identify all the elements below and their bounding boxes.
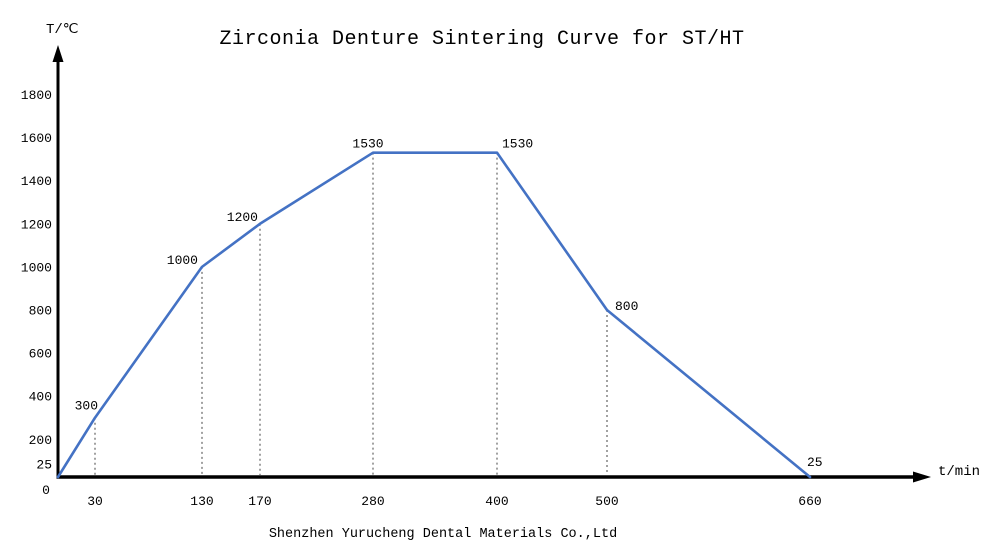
y-axis-arrow-icon (52, 45, 64, 62)
y-tick-label-25: 25 (36, 458, 52, 473)
x-tick-label-30: 30 (87, 494, 103, 509)
point-label-500: 800 (615, 299, 638, 314)
sintering-curve-line (56, 151, 812, 479)
point-label-280: 1530 (352, 137, 383, 152)
chart-title: Zirconia Denture Sintering Curve for ST/… (219, 28, 745, 51)
y-tick-label-1800: 1800 (21, 88, 52, 103)
y-tick-label-800: 800 (29, 303, 52, 318)
point-label-30: 300 (75, 399, 98, 414)
y-tick-label-1200: 1200 (21, 217, 52, 232)
y-axis-title: T/℃ (46, 22, 79, 38)
y-tick-label-1600: 1600 (21, 131, 52, 146)
y-tick-label-400: 400 (29, 390, 52, 405)
point-label-660: 25 (807, 455, 823, 470)
x-tick-label-280: 280 (361, 494, 384, 509)
y-tick-label-1400: 1400 (21, 174, 52, 189)
y-tick-label-1000: 1000 (21, 260, 52, 275)
point-label-400: 1530 (502, 137, 533, 152)
point-label-130: 1000 (167, 253, 198, 268)
y-tick-label-200: 200 (29, 433, 52, 448)
x-tick-label-0: 0 (42, 483, 50, 498)
point-label-170: 1200 (227, 210, 258, 225)
x-tick-label-660: 660 (798, 494, 821, 509)
x-axis-title: t/min (938, 464, 981, 480)
x-tick-label-400: 400 (485, 494, 508, 509)
x-tick-label-130: 130 (190, 494, 213, 509)
x-tick-label-170: 170 (248, 494, 271, 509)
y-tick-label-600: 600 (29, 347, 52, 362)
x-tick-label-500: 500 (595, 494, 618, 509)
x-axis-arrow-icon (913, 471, 931, 483)
footer-company-name: Shenzhen Yurucheng Dental Materials Co.,… (268, 527, 618, 542)
